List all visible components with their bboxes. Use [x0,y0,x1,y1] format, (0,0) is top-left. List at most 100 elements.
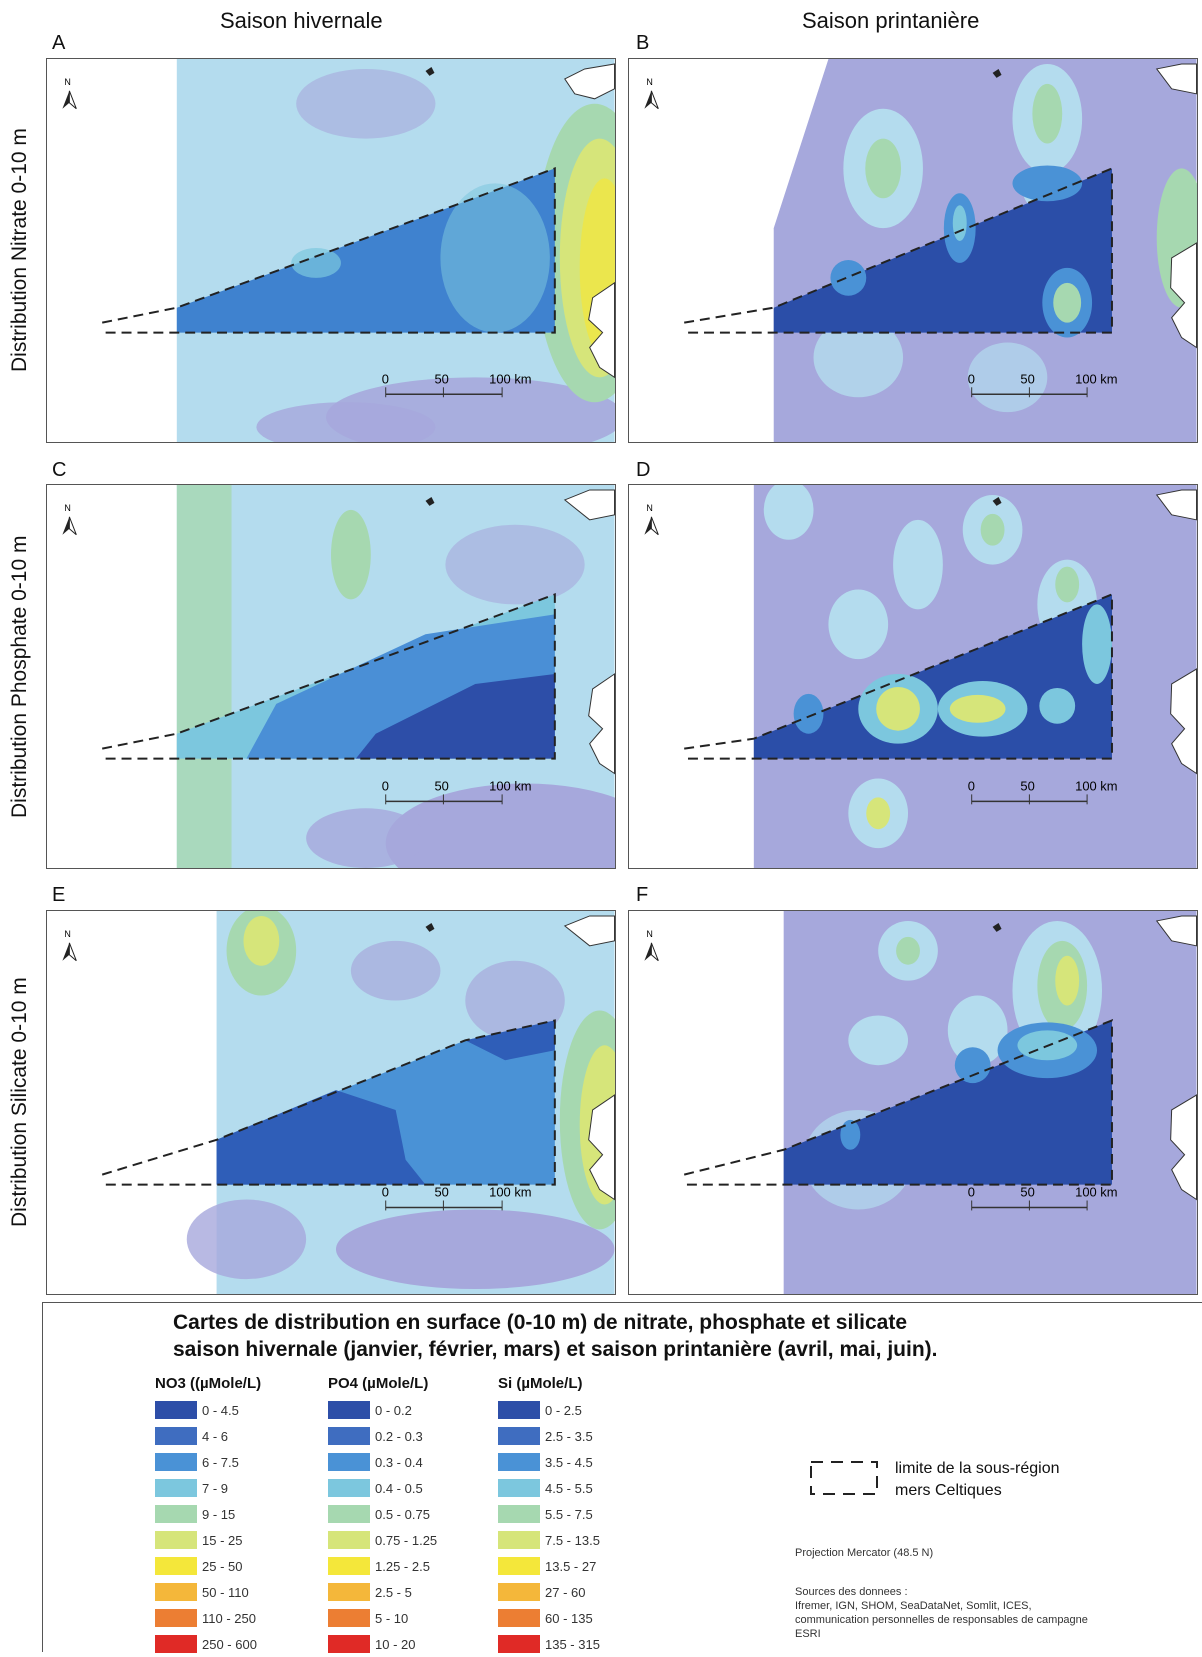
legend-swatch [328,1479,370,1497]
legend-row: 7.5 - 13.5 [498,1527,600,1553]
projection-note: Projection Mercator (48.5 N) [795,1547,934,1559]
legend-row: 50 - 110 [155,1579,261,1605]
north-label: N [64,503,70,513]
scale-tick-50: 50 [1020,778,1034,793]
legend-swatch [328,1427,370,1445]
map-panel-a: N 0 50 100 km [46,58,616,443]
scale-tick-50: 50 [1020,1185,1034,1200]
legend-class-label: 2.5 - 3.5 [545,1428,593,1444]
sources-line2: communication personnelles de responsabl… [795,1614,1088,1626]
north-arrow-icon: N [62,503,77,536]
legend-class-label: 0.3 - 0.4 [375,1454,423,1470]
scale-bar: 0 50 100 km [382,371,532,398]
legend-row: 0 - 2.5 [498,1397,600,1423]
column-title-spring: Saison printanière [802,8,980,33]
legend-swatch [155,1583,197,1601]
legend-row: 5 - 10 [328,1605,437,1631]
legend-swatch [498,1609,540,1627]
legend-swatch [328,1401,370,1419]
legend-swatch [328,1531,370,1549]
north-label: N [646,503,652,513]
legend-row: 10 - 20 [328,1631,437,1657]
legend: Cartes de distribution en surface (0-10 … [42,1302,1202,1653]
legend-row: 9 - 15 [155,1501,261,1527]
limit-symbol-icon [810,1461,878,1495]
scale-bar: 0 50 100 km [382,778,532,805]
legend-row: 3.5 - 4.5 [498,1449,600,1475]
legend-row: 4.5 - 5.5 [498,1475,600,1501]
sources-line3: ESRI [795,1628,821,1640]
limit-label: limite de la sous-région mers Celtiques [895,1458,1125,1502]
legend-row: 0.3 - 0.4 [328,1449,437,1475]
legend-row: 0 - 4.5 [155,1397,261,1423]
legend-title-line1: Cartes de distribution en surface (0-10 … [173,1311,908,1334]
legend-class-label: 0.75 - 1.25 [375,1532,438,1548]
map-panel-e: N 0 50 100 km [46,910,616,1295]
north-arrow-icon: N [644,929,659,962]
legend-swatch [155,1635,197,1653]
legend-row: 0.5 - 0.75 [328,1501,437,1527]
legend-swatch [498,1531,540,1549]
celtic-sea-limit [683,1018,1113,1186]
legend-header-no3: NO3 ((µMole/L) [155,1375,262,1392]
legend-class-label: 110 - 250 [202,1610,256,1626]
legend-swatch [155,1479,197,1497]
sources-note: Sources des donnees : Ifremer, IGN, SHOM… [795,1585,1200,1641]
celtic-sea-limit [101,593,556,760]
scale-tick-50: 50 [434,1185,448,1200]
column-title-winter: Saison hivernale [220,8,383,33]
panel-letter-b: B [636,32,650,54]
map-panel-f: N 0 50 100 km [628,910,1198,1295]
scale-tick-50: 50 [434,371,448,386]
legend-swatch [328,1557,370,1575]
scale-tick-100: 100 km [1075,371,1117,386]
north-label: N [646,77,652,87]
scale-tick-100: 100 km [1075,1185,1117,1200]
legend-swatch [498,1583,540,1601]
legend-swatch [155,1401,197,1419]
panel-letter-d: D [636,459,651,481]
legend-class-label: 0 - 0.2 [375,1402,412,1418]
scale-tick-0: 0 [968,371,975,386]
scale-bar: 0 50 100 km [968,371,1118,398]
legend-class-label: 4.5 - 5.5 [545,1480,593,1496]
scale-tick-50: 50 [1020,371,1034,386]
legend-class-label: 5.5 - 7.5 [545,1506,593,1522]
legend-row: 27 - 60 [498,1579,600,1605]
legend-swatch [498,1401,540,1419]
legend-column-no3: NO3 ((µMole/L) 0 - 4.5 4 - 6 6 - 7.5 7 - 9 9… [155,1375,261,1657]
map-e-svg: N 0 50 100 km [47,911,615,1294]
north-label: N [64,77,70,87]
legend-row: 15 - 25 [155,1527,261,1553]
legend-swatch [155,1427,197,1445]
legend-class-label: 6 - 7.5 [202,1454,239,1470]
legend-row: 6 - 7.5 [155,1449,261,1475]
legend-row: 25 - 50 [155,1553,261,1579]
north-label: N [64,929,70,939]
legend-class-label: 2.5 - 5 [375,1584,412,1600]
legend-class-label: 1.25 - 2.5 [375,1558,430,1574]
legend-swatch [155,1505,197,1523]
legend-swatch [328,1453,370,1471]
legend-class-label: 0 - 2.5 [545,1402,582,1418]
legend-row: 0.2 - 0.3 [328,1423,437,1449]
scale-tick-0: 0 [382,1185,389,1200]
legend-swatch [498,1453,540,1471]
legend-column-si: Si (µMole/L) 0 - 2.5 2.5 - 3.5 3.5 - 4.5 4.… [498,1375,600,1657]
legend-class-label: 250 - 600 [202,1636,257,1652]
scale-tick-100: 100 km [489,371,531,386]
legend-class-label: 7 - 9 [202,1480,229,1496]
legend-swatch [498,1635,540,1653]
legend-class-label: 15 - 25 [202,1532,243,1548]
legend-row: 2.5 - 3.5 [498,1423,600,1449]
legend-swatch [328,1505,370,1523]
legend-row: 4 - 6 [155,1423,261,1449]
legend-class-label: 7.5 - 13.5 [545,1532,600,1548]
scale-tick-0: 0 [382,778,389,793]
legend-row: 13.5 - 27 [498,1553,600,1579]
legend-swatch [328,1635,370,1653]
legend-row: 7 - 9 [155,1475,261,1501]
scale-tick-0: 0 [968,1185,975,1200]
scale-tick-0: 0 [968,778,975,793]
legend-swatch [155,1609,197,1627]
